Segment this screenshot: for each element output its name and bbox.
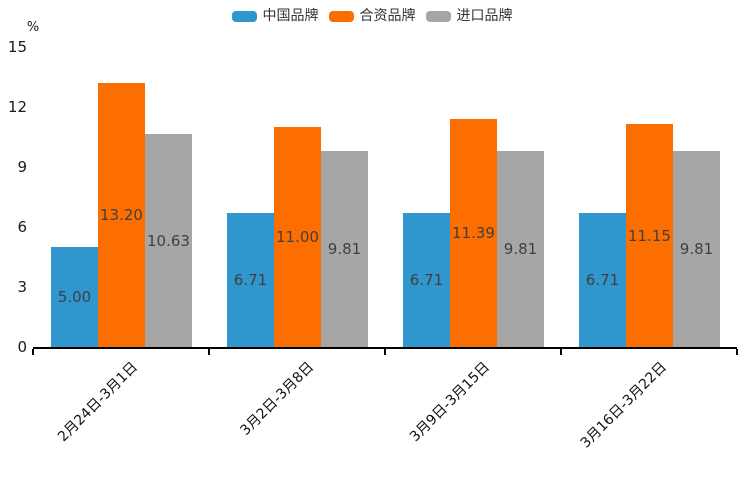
x-axis-tick xyxy=(32,349,34,355)
bar-进口品牌-2[interactable]: 9.81 xyxy=(321,151,368,347)
bar-中国品牌-2[interactable]: 6.71 xyxy=(227,213,274,347)
x-tick-label: 3月9日-3月15日 xyxy=(407,359,494,446)
x-axis-tick xyxy=(560,349,562,355)
y-axis-unit-label: % xyxy=(26,20,40,35)
bar-value-label: 9.81 xyxy=(327,240,362,258)
x-axis-line xyxy=(33,347,737,349)
x-tick-label: 2月24日-3月1日 xyxy=(55,359,142,446)
y-tick-label: 15 xyxy=(7,38,27,56)
bar-value-label: 10.63 xyxy=(147,231,190,250)
legend-item-3[interactable]: 进口品牌 xyxy=(425,7,513,25)
y-tick-label: 9 xyxy=(17,158,27,176)
legend-item-2[interactable]: 合资品牌 xyxy=(328,7,416,25)
bar-合资品牌-4[interactable]: 11.15 xyxy=(626,124,673,347)
bar-value-label: 6.71 xyxy=(409,271,444,289)
bar-value-label: 9.81 xyxy=(503,240,538,258)
bar-value-label: 6.71 xyxy=(233,271,268,289)
legend-item-label: 合资品牌 xyxy=(359,8,416,24)
x-axis-tick xyxy=(736,349,738,355)
y-tick-label: 0 xyxy=(17,338,27,356)
y-tick-label: 6 xyxy=(17,218,27,236)
bar-value-label: 11.00 xyxy=(276,228,319,246)
legend-marker-icon xyxy=(231,10,257,22)
bar-中国品牌-1[interactable]: 5.00 xyxy=(51,247,98,347)
chart-legend: 中国品牌 合资品牌 进口品牌 xyxy=(0,7,744,25)
bar-合资品牌-3[interactable]: 11.39 xyxy=(450,119,497,347)
bar-value-label: 5.00 xyxy=(57,288,92,306)
bar-中国品牌-4[interactable]: 6.71 xyxy=(579,213,626,347)
legend-item-label: 中国品牌 xyxy=(262,8,319,24)
x-axis-tick xyxy=(384,349,386,355)
bar-value-label: 11.39 xyxy=(452,224,495,242)
bar-进口品牌-3[interactable]: 9.81 xyxy=(497,151,544,347)
bar-合资品牌-1[interactable]: 13.20 xyxy=(98,83,145,347)
bar-value-label: 9.81 xyxy=(679,240,714,258)
y-tick-label: 3 xyxy=(17,278,27,296)
x-axis-tick xyxy=(208,349,210,355)
bar-合资品牌-2[interactable]: 11.00 xyxy=(274,127,321,347)
bar-value-label: 13.20 xyxy=(100,206,143,224)
x-tick-label: 3月16日-3月22日 xyxy=(577,359,670,452)
x-tick-label: 3月2日-3月8日 xyxy=(237,359,318,439)
legend-item-label: 进口品牌 xyxy=(456,8,513,24)
bar-进口品牌-4[interactable]: 9.81 xyxy=(673,151,720,347)
y-tick-label: 12 xyxy=(7,98,27,116)
bar-进口品牌-1[interactable]: 10.63 xyxy=(145,134,192,347)
bar-value-label: 11.15 xyxy=(628,226,671,245)
legend-item-1[interactable]: 中国品牌 xyxy=(231,7,319,25)
legend-marker-icon xyxy=(328,10,354,22)
legend-marker-icon xyxy=(425,10,451,22)
bar-value-label: 6.71 xyxy=(585,271,620,289)
bar-中国品牌-3[interactable]: 6.71 xyxy=(403,213,450,347)
